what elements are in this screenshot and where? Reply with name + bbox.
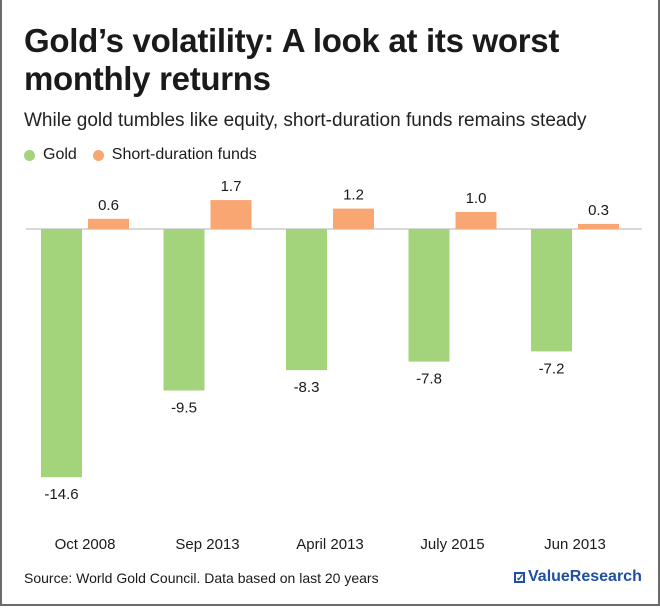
bar-gold	[531, 229, 572, 352]
chart-subtitle: While gold tumbles like equity, short-du…	[24, 110, 587, 131]
value-research-logo: ✓ ValueResearch	[514, 568, 642, 586]
bar-gold	[41, 229, 82, 478]
legend-funds-swatch	[92, 149, 104, 161]
bar-gold	[163, 229, 205, 391]
bar-gold	[286, 229, 327, 371]
bar-gold	[408, 229, 450, 362]
x-tick-label: July 2015	[420, 536, 484, 553]
source-note: Source: World Gold Council. Data based o…	[24, 570, 379, 586]
data-label: -9.5	[171, 400, 197, 417]
logo-text: ValueResearch	[528, 568, 642, 585]
data-label: 0.3	[588, 202, 609, 219]
bar-funds	[455, 212, 497, 229]
legend-funds-label: Short-duration funds	[111, 146, 257, 163]
x-tick-label: Jun 2013	[544, 536, 606, 553]
data-label: -14.6	[44, 486, 78, 503]
data-label: 1.2	[343, 187, 364, 204]
data-label: -8.3	[294, 379, 320, 396]
data-label: -7.2	[539, 360, 565, 377]
bar-funds	[333, 208, 374, 229]
x-tick-label: April 2013	[296, 536, 364, 553]
bar-funds	[578, 223, 619, 229]
x-tick-label: Oct 2008	[55, 536, 116, 553]
bar-funds	[210, 200, 252, 229]
checkbox-logo-icon: ✓	[514, 571, 525, 584]
legend-gold-label: Gold	[43, 146, 77, 163]
x-tick-label: Sep 2013	[175, 536, 239, 553]
data-label: 1.0	[466, 190, 487, 207]
data-label: 1.7	[221, 178, 242, 195]
bar-funds	[88, 218, 129, 229]
chart-title: Gold’s volatility: A look at its worst m…	[24, 22, 560, 97]
legend: Gold Short-duration funds	[24, 146, 257, 164]
legend-gold-swatch	[24, 149, 35, 161]
data-label: -7.8	[416, 371, 442, 388]
data-label: 0.6	[98, 197, 119, 214]
